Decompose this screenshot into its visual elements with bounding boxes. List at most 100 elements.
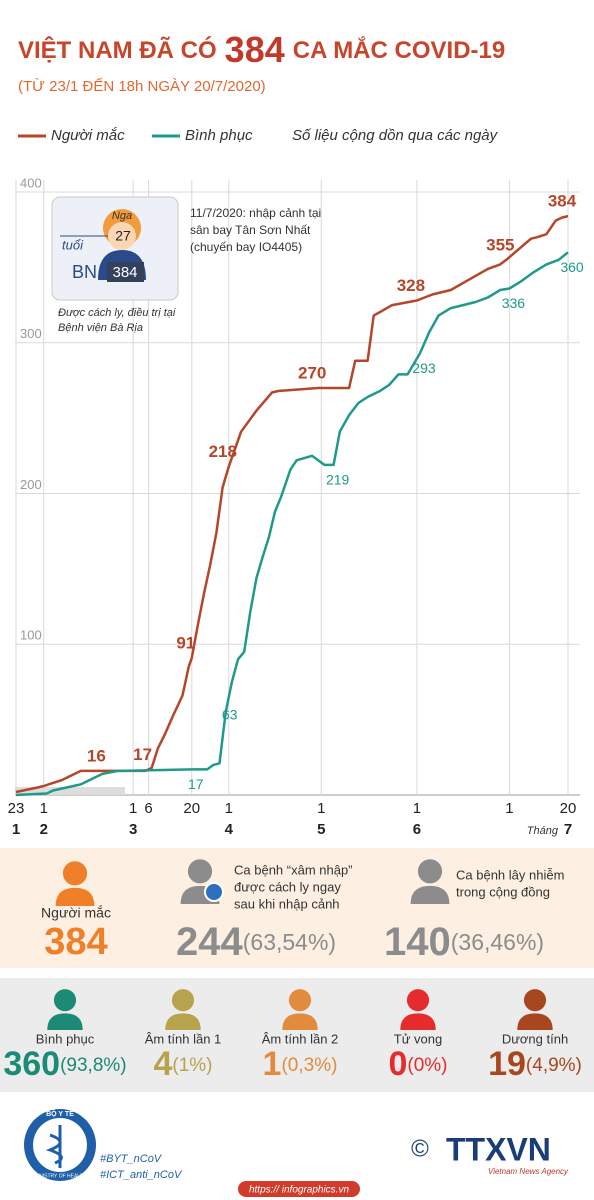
hashtag: #ICT_anti_nCoV [100,1169,183,1181]
title-pre: VIỆT NAM ĐÃ CÓ [18,36,217,64]
stat-label: Âm tính lần 1 [145,1031,222,1046]
month-label: 7 [564,821,572,838]
inset-caption: Được cách ly, điều trị tại [58,307,176,319]
url-ribbon [238,1181,360,1197]
inset-face [108,222,136,250]
month-label: 6 [413,821,421,838]
stat-value: 384 [44,921,107,963]
stat-label: Người mắc [41,905,111,921]
month-label: 3 [129,821,137,838]
stat-value: 140 [384,920,451,964]
stat-figure: 244(63,54%) [176,920,336,964]
stat-percent: (4,9%) [526,1055,582,1076]
data-label: 218 [209,442,237,461]
data-label: 17 [133,745,152,764]
logo-text: MINISTRY OF HEALTH [34,1173,87,1179]
month-axis-label: Tháng [527,825,559,837]
y-tick-label: 400 [20,175,42,190]
data-label: 328 [397,276,425,295]
agency-en: Vietnam News Agency [488,1167,569,1176]
copyright: © [411,1135,429,1162]
inset-caption: Bệnh viện Bà Rịa [58,322,143,334]
subtitle: (TỪ 23/1 ĐẾN 18h NGÀY 20/7/2020) [18,78,266,95]
stat-figure: 19(4,9%) [488,1045,582,1083]
logo-mark [45,1125,63,1168]
stats-band [0,848,594,968]
hashtag: #BYT_nCoV [100,1153,163,1165]
stat-label: Bình phục [36,1031,95,1046]
stat-percent: (1%) [172,1055,212,1076]
x-tick-label: 1 [40,800,48,817]
legend-label: Người mắc [51,127,125,144]
inset-bn-label: BN [72,262,97,282]
data-label: 293 [412,360,436,376]
stat-label: Tử vong [394,1031,442,1046]
stat-value: 360 [3,1045,60,1083]
data-label: 17 [188,776,204,792]
data-label: 336 [502,295,526,311]
globe-icon [204,882,224,902]
x-tick-label: 1 [317,800,325,817]
note: 11/7/2020: nhập cảnh tại [190,206,321,220]
data-label: 270 [298,363,326,382]
stat-label: Âm tính lần 2 [262,1031,339,1046]
stat-label: trong cộng đồng [456,884,550,899]
y-tick-label: 100 [20,628,42,643]
stat-percent: (0,3%) [281,1055,337,1076]
inset-age: 27 [115,228,131,244]
legend-label: Bình phục [185,127,253,144]
month-label: 1 [12,821,20,838]
stat-value: 1 [263,1045,282,1083]
stat-label: được cách ly ngay [234,879,341,894]
stat-figure: 360(93,8%) [3,1045,126,1083]
stat-value: 19 [488,1045,526,1083]
stat-percent: (93,8%) [60,1055,127,1076]
stat-label: Ca bệnh lây nhiễm [456,867,564,882]
axis-hatch [15,787,125,795]
x-tick-label: 1 [505,800,513,817]
inset-age-label: tuổi [62,237,84,252]
stat-value: 0 [388,1045,407,1083]
data-label: 63 [222,707,238,723]
data-label: 91 [176,633,195,652]
inset-name: Nga [112,210,132,222]
url: https:// infographics.vn [249,1185,349,1196]
data-label: 16 [87,746,106,765]
note: sân bay Tân Sơn Nhất [190,223,311,237]
stat-value: 4 [153,1045,172,1083]
stat-percent: (0%) [407,1055,447,1076]
x-tick-label: 23 [8,800,25,817]
stat-label: Dương tính [502,1031,568,1046]
inset-bn: 384 [112,264,137,281]
inset-bn-box [107,262,144,282]
stat-figure: 1(0,3%) [263,1045,338,1083]
x-tick-label: 1 [225,800,233,817]
x-tick-label: 1 [413,800,421,817]
stat-label: Ca bệnh “xâm nhập” [234,862,353,877]
series-line [15,251,569,797]
stat-figure: 140(36,46%) [384,920,544,964]
stat-percent: (36,46%) [451,929,544,955]
month-label: 5 [317,821,325,838]
agency: TTXVN [446,1131,551,1167]
logo-text: BỘ Y TẾ [46,1108,74,1118]
stat-value: 244 [176,920,243,964]
stat-figure: 4(1%) [153,1045,212,1083]
data-label: 360 [560,259,584,275]
y-tick-label: 300 [20,326,42,341]
month-label: 4 [225,821,234,838]
stat-percent: (63,54%) [243,929,336,955]
stat-label: sau khi nhập cảnh [234,896,340,911]
title: VIỆT NAM ĐÃ CÓ 384 CA MẮC COVID-19 [18,29,505,70]
title-post: CA MẮC COVID-19 [293,36,505,64]
title-number: 384 [225,29,285,70]
data-label: 219 [326,472,350,488]
y-tick-label: 200 [20,477,42,492]
stat-figure: 0(0%) [388,1045,447,1083]
x-tick-label: 20 [560,800,577,817]
inset-box [51,196,179,301]
month-label: 2 [40,821,48,838]
